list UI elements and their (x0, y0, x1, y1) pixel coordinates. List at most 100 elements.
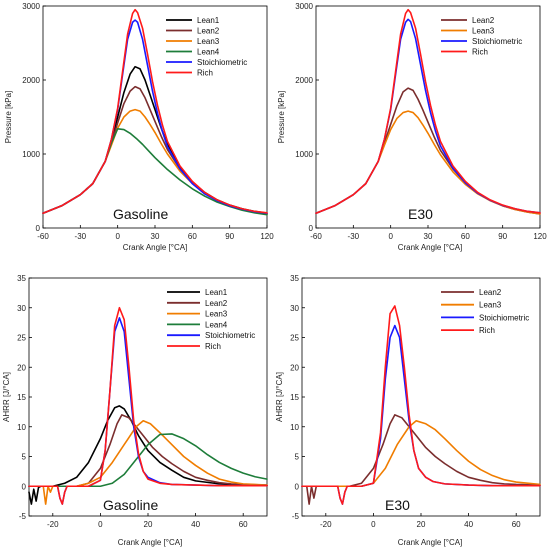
x-tick-label: 0 (98, 520, 103, 529)
x-axis-label: Crank Angle [°CA] (123, 243, 188, 252)
legend-label: Lean4 (205, 320, 228, 329)
series-line-rich (42, 8, 268, 214)
series-line-lean2 (301, 414, 541, 505)
y-tick-label: 10 (290, 423, 299, 432)
legend-label: Lean2 (479, 288, 502, 297)
y-tick-label: 3000 (295, 2, 313, 11)
x-tick-label: 40 (464, 520, 473, 529)
plot-frame (28, 277, 268, 517)
series-line-rich (301, 305, 541, 505)
series-line-rich (315, 8, 541, 214)
y-tick-label: 35 (17, 274, 26, 283)
series-line-lean2 (315, 87, 541, 215)
y-tick-label: 5 (295, 453, 300, 462)
x-axis-label: Crank Angle [°CA] (398, 538, 463, 547)
x-tick-label: -20 (47, 520, 59, 529)
legend-label: Lean2 (197, 27, 220, 36)
y-tick-label: 1000 (22, 150, 40, 159)
x-tick-label: 60 (188, 232, 197, 241)
series-line-lean1 (28, 405, 268, 505)
plot-frame (42, 5, 268, 229)
series-line-lean1 (42, 65, 268, 214)
y-tick-label: 10 (17, 423, 26, 432)
x-tick-label: -30 (348, 232, 360, 241)
x-tick-label: 60 (461, 232, 470, 241)
x-tick-label: 40 (191, 520, 200, 529)
legend-label: Lean3 (472, 27, 495, 36)
fuel-annotation: E30 (385, 497, 410, 513)
x-tick-label: 120 (533, 232, 547, 241)
x-axis-label: Crank Angle [°CA] (118, 538, 183, 547)
y-tick-label: 3000 (22, 2, 40, 11)
y-tick-label: -5 (292, 512, 300, 521)
chart-panel-2: -60 -30 0 30 60 90 120 0 1000 2000 3000 Crank Angle… (277, 2, 547, 252)
x-tick-label: 60 (239, 520, 248, 529)
legend-label: Lean1 (197, 16, 220, 25)
y-tick-label: 20 (17, 363, 26, 372)
x-tick-label: 20 (144, 520, 153, 529)
fuel-annotation: Gasoline (113, 206, 168, 222)
y-tick-label: 0 (295, 482, 300, 491)
chart-panel-4: -20 0 20 40 60 -5 0 5 10 15 20 25 30 35 Crank Angle [°… (275, 274, 541, 547)
y-axis-label: Pressure [kPa] (277, 91, 286, 143)
y-tick-label: 30 (290, 304, 299, 313)
x-tick-label: -30 (75, 232, 87, 241)
y-axis-label: AHRR [J/°CA] (275, 372, 284, 422)
y-tick-label: 0 (36, 224, 41, 233)
legend-label: Rich (472, 48, 488, 57)
legend-label: Lean1 (205, 288, 228, 297)
legend-label: Lean3 (205, 310, 228, 319)
x-tick-label: 90 (225, 232, 234, 241)
series-line-stoichiometric (315, 18, 541, 214)
series-line-lean4 (42, 128, 268, 216)
y-tick-label: 15 (290, 393, 299, 402)
series-line-lean3 (301, 419, 541, 488)
y-tick-label: -5 (19, 512, 27, 521)
legend-label: Rich (205, 342, 221, 351)
y-tick-label: 20 (290, 363, 299, 372)
y-axis-label: Pressure [kPa] (4, 91, 13, 143)
x-tick-label: 0 (371, 520, 376, 529)
chart-panel-1: -60 -30 0 30 60 90 120 0 1000 2000 3000 Crank Angle… (4, 2, 274, 252)
y-tick-label: 2000 (22, 76, 40, 85)
x-tick-label: 0 (388, 232, 393, 241)
x-tick-label: 60 (512, 520, 521, 529)
chart-panel-3: -20 0 20 40 60 -5 0 5 10 15 20 25 30 35 Crank Angle [°… (2, 274, 268, 547)
legend-label: Lean3 (197, 37, 220, 46)
legend-label: Lean3 (479, 301, 502, 310)
legend-label: Lean4 (197, 48, 220, 57)
y-tick-label: 15 (17, 393, 26, 402)
fuel-annotation: Gasoline (103, 497, 158, 513)
y-tick-label: 0 (309, 224, 314, 233)
legend-label: Rich (197, 69, 213, 78)
y-tick-label: 5 (22, 453, 27, 462)
x-axis-label: Crank Angle [°CA] (398, 243, 463, 252)
y-axis-label: AHRR [J/°CA] (2, 372, 11, 422)
x-tick-label: -20 (320, 520, 332, 529)
y-tick-label: 2000 (295, 76, 313, 85)
legend-label: Lean2 (205, 299, 228, 308)
x-tick-label: 90 (498, 232, 507, 241)
legend-label: Stoichiometric (205, 331, 255, 340)
series-line-stoichiometric (28, 317, 268, 505)
x-tick-label: 30 (424, 232, 433, 241)
legend-label: Lean2 (472, 16, 495, 25)
x-tick-label: -60 (310, 232, 322, 241)
series-line-lean3 (42, 108, 268, 215)
y-tick-label: 30 (17, 304, 26, 313)
legend-label: Stoichiometric (197, 58, 247, 67)
x-tick-label: 120 (260, 232, 274, 241)
x-tick-label: 20 (417, 520, 426, 529)
series-line-lean3 (315, 110, 541, 215)
y-tick-label: 25 (17, 334, 26, 343)
x-tick-label: 30 (151, 232, 160, 241)
y-tick-label: 1000 (295, 150, 313, 159)
x-tick-label: 0 (115, 232, 120, 241)
y-tick-label: 35 (290, 274, 299, 283)
legend-label: Stoichiometric (479, 313, 529, 322)
